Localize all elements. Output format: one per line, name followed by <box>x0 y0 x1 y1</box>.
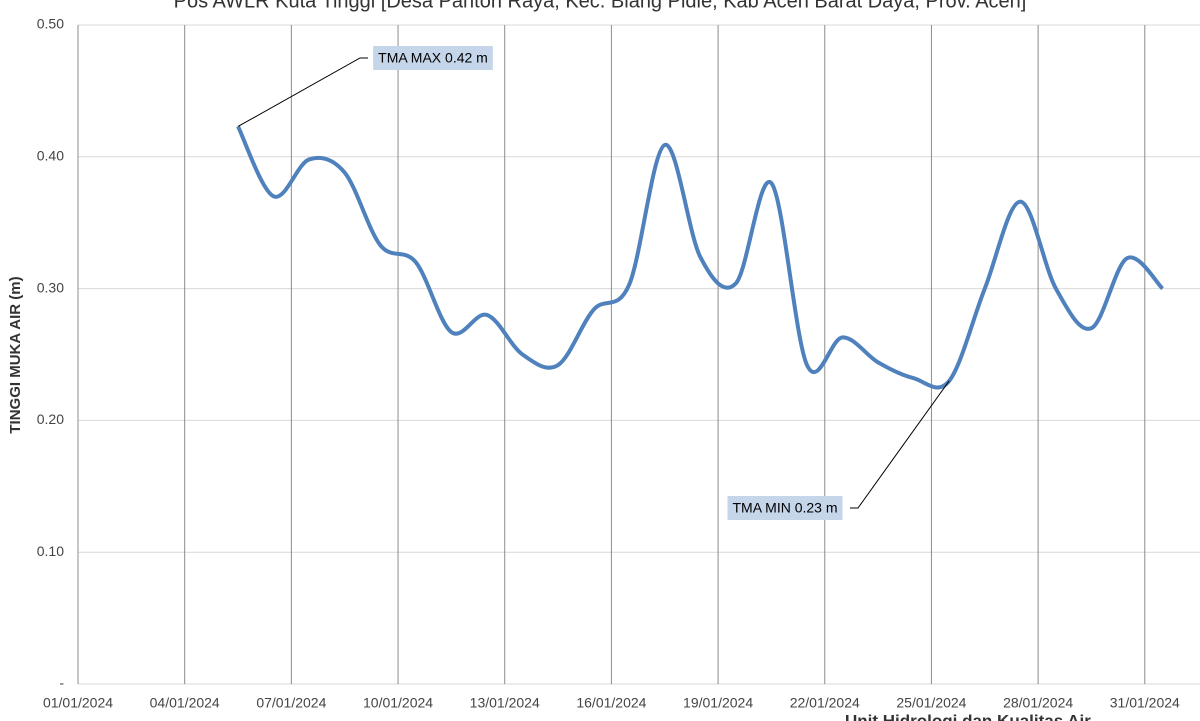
annotation: TMA MIN 0.23 m <box>727 496 843 520</box>
x-tick-label: 16/01/2024 <box>576 695 646 711</box>
annotation-box <box>727 496 843 520</box>
x-tick-label: 19/01/2024 <box>683 695 753 711</box>
chart-title: Pos AWLR Kuta Tinggi [Desa Panton Raya, … <box>174 0 1027 12</box>
y-tick-label: 0.30 <box>37 279 64 295</box>
annotation-label: TMA MAX 0.42 m <box>378 50 488 66</box>
data-line <box>236 125 1165 390</box>
y-axis-label: TINGGI MUKA AIR (m) <box>7 276 24 433</box>
x-tick-label: 10/01/2024 <box>363 695 433 711</box>
y-tick-label: 0.10 <box>37 543 64 559</box>
x-tick-label: 01/01/2024 <box>43 695 113 711</box>
footer: Unit Hidrologi dan Kualitas Air <box>845 711 1091 721</box>
annotation: TMA MAX 0.42 m <box>373 46 493 70</box>
x-tick-label: 31/01/2024 <box>1110 695 1180 711</box>
y-tick-label: 0.40 <box>37 148 64 164</box>
x-tick-label: 07/01/2024 <box>256 695 326 711</box>
x-tick-label: 22/01/2024 <box>790 695 860 711</box>
x-tick-label: 25/01/2024 <box>896 695 966 711</box>
annotation-leader <box>850 380 950 509</box>
annotation-leader <box>237 57 368 127</box>
x-tick-label: 13/01/2024 <box>470 695 540 711</box>
y-tick-label: - <box>59 675 64 691</box>
x-tick-label: 04/01/2024 <box>150 695 220 711</box>
annotation-label: TMA MIN 0.23 m <box>732 500 837 516</box>
x-tick-label: 28/01/2024 <box>1003 695 1073 711</box>
annotation-box <box>373 46 493 70</box>
y-tick-label: 0.50 <box>37 16 64 32</box>
y-tick-label: 0.20 <box>37 411 64 427</box>
